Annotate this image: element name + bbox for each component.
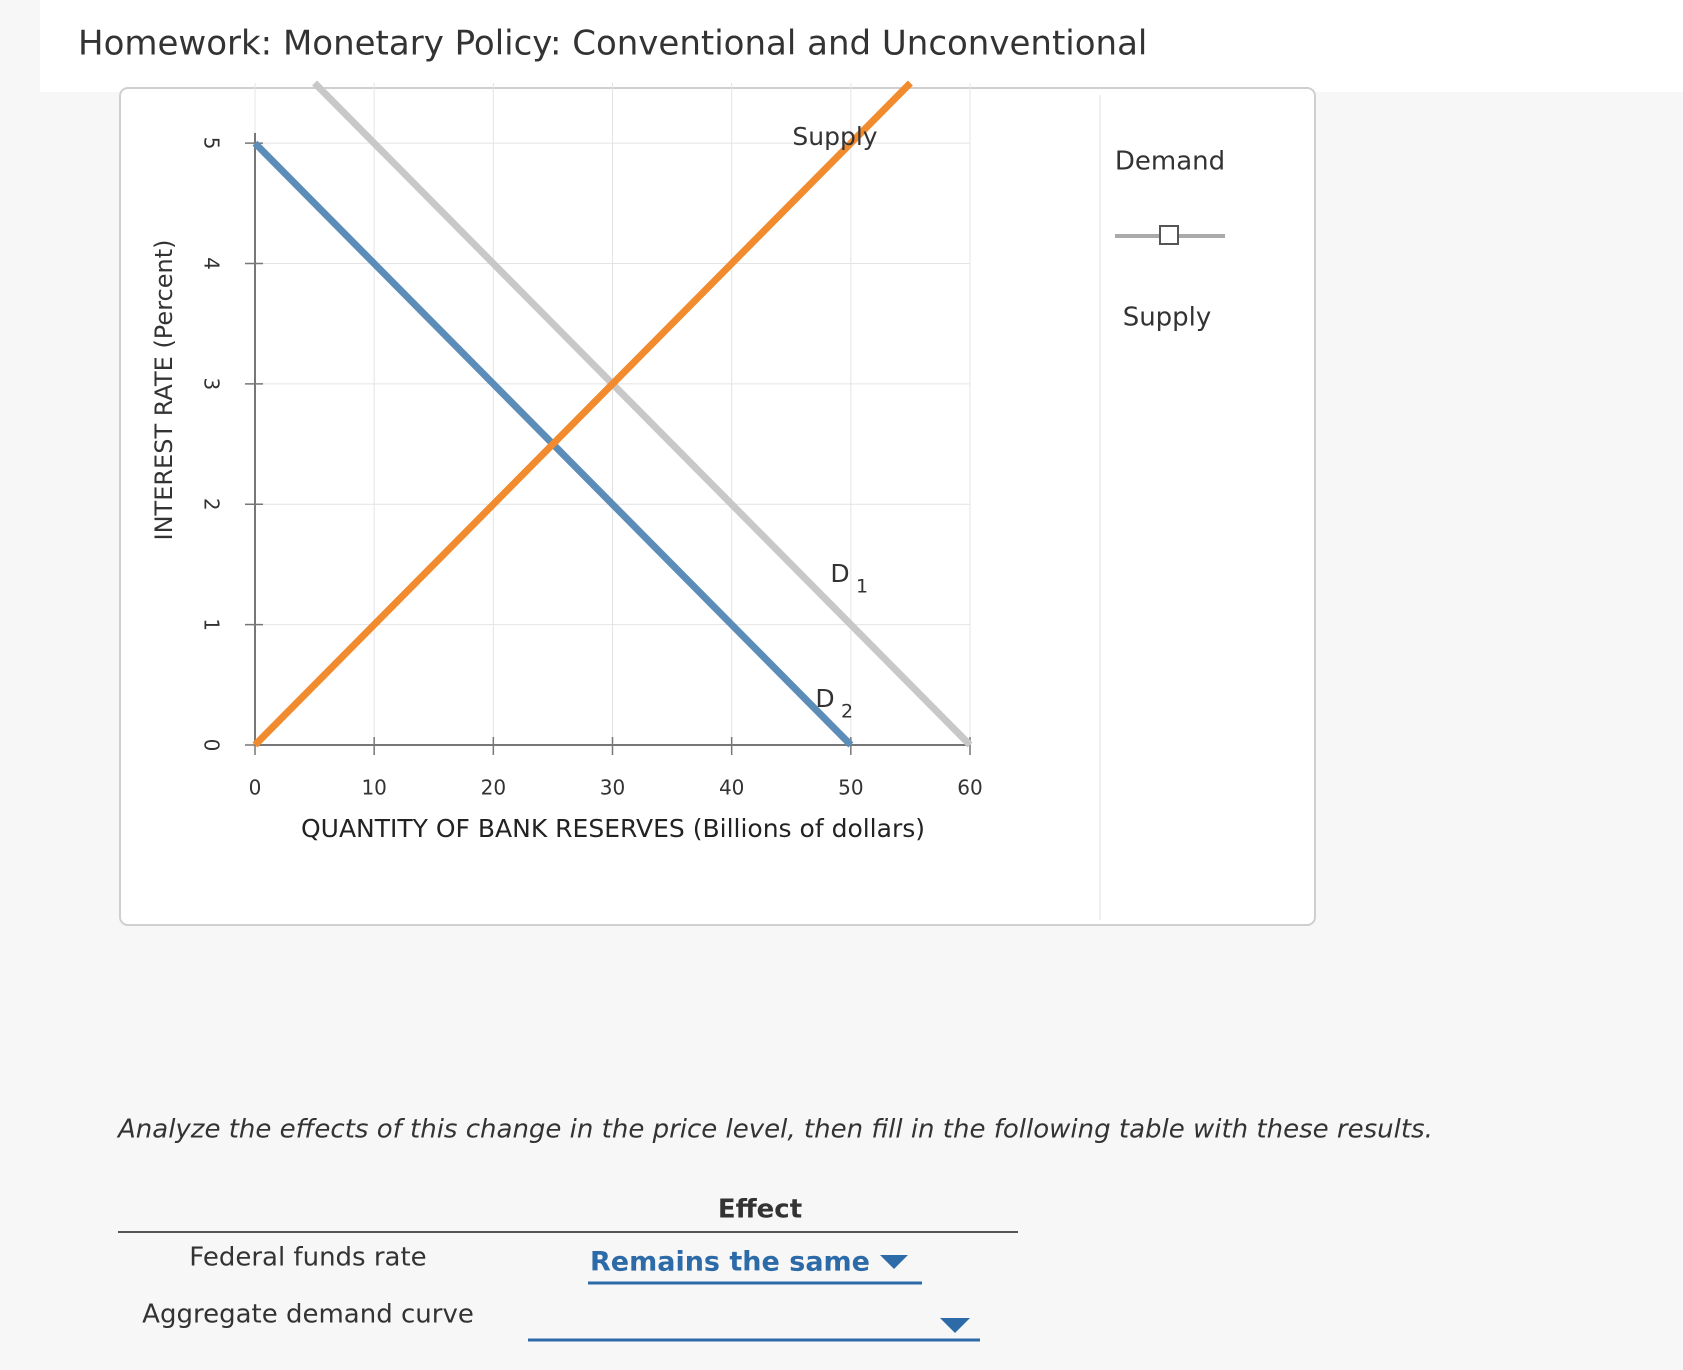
x-tick-label: 60 — [957, 776, 982, 800]
page-title: Homework: Monetary Policy: Conventional … — [78, 24, 1147, 64]
curve — [312, 80, 973, 748]
instruction: Analyze the effects of this change in th… — [116, 1115, 1433, 1145]
dropdown[interactable] — [528, 1318, 980, 1342]
curve-label: D — [815, 684, 834, 713]
x-tick-label: 50 — [838, 776, 863, 800]
graph-box — [119, 87, 1316, 926]
y-tick-label: 1 — [200, 618, 224, 631]
x-axis-label: QUANTITY OF BANK RESERVES (Billions of d… — [301, 814, 925, 843]
x-tick-label: 10 — [361, 776, 386, 800]
row-label: Aggregate demand curve — [142, 1300, 474, 1330]
dropdown-arrow[interactable] — [940, 1318, 970, 1333]
dropdown[interactable]: Remains the same — [588, 1247, 922, 1285]
y-tick-label: 0 — [200, 739, 224, 752]
row-label: Federal funds rate — [189, 1243, 426, 1273]
table-header: Effect — [718, 1195, 802, 1225]
x-tick-label: 40 — [719, 776, 744, 800]
y-tick-label: 2 — [200, 498, 224, 511]
y-tick-label: 4 — [200, 257, 224, 270]
curve-label: D — [830, 559, 849, 588]
x-tick-label: 30 — [600, 776, 625, 800]
dropdown-arrow[interactable] — [880, 1255, 908, 1269]
palette-demand[interactable]: Demand — [1115, 147, 1225, 177]
curve — [252, 80, 913, 748]
icon-square — [1159, 225, 1179, 245]
dropdown-value[interactable]: Remains the same — [590, 1247, 870, 1278]
curve-label-sub: 2 — [841, 701, 853, 723]
curve-label: Supply — [792, 122, 877, 151]
y-tick-label: 5 — [200, 137, 224, 150]
y-tick-label: 3 — [200, 378, 224, 391]
y-axis-label: INTEREST RATE (Percent) — [150, 240, 178, 541]
header-bar — [40, 0, 1683, 92]
curve-label-sub: 1 — [856, 576, 868, 598]
palette-supply[interactable]: Supply — [1123, 303, 1212, 333]
x-tick-label: 0 — [249, 776, 262, 800]
palette-demand-icon[interactable] — [1115, 225, 1225, 245]
x-tick-label: 20 — [481, 776, 506, 800]
